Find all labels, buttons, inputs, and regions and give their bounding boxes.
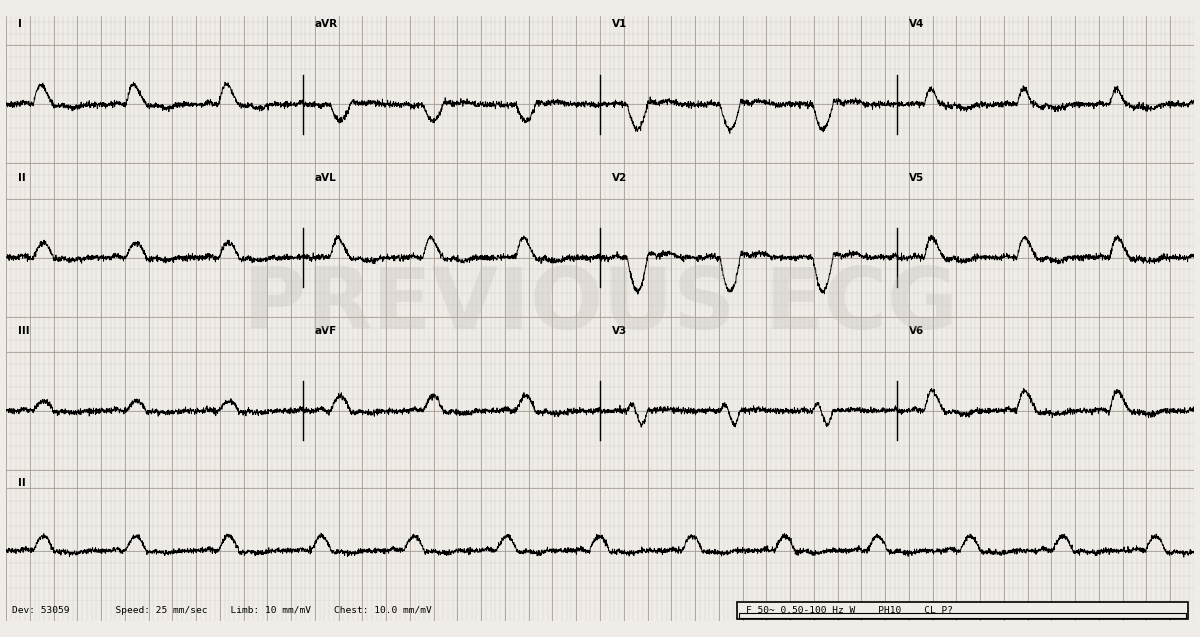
Text: aVR: aVR <box>314 20 338 29</box>
Text: PREVIOUS ECG: PREVIOUS ECG <box>242 264 958 347</box>
Text: I: I <box>18 20 22 29</box>
Text: III: III <box>18 326 30 336</box>
Text: aVL: aVL <box>314 173 337 183</box>
Bar <box>737 602 1188 619</box>
Text: V2: V2 <box>612 173 628 183</box>
Text: V1: V1 <box>612 20 628 29</box>
Bar <box>739 613 1186 619</box>
Text: aVF: aVF <box>314 326 337 336</box>
Text: V4: V4 <box>908 20 924 29</box>
Text: F 50~ 0.50-100 Hz W    PH10    CL P?: F 50~ 0.50-100 Hz W PH10 CL P? <box>746 606 953 615</box>
Text: II: II <box>18 173 25 183</box>
Text: V5: V5 <box>908 173 924 183</box>
Text: V3: V3 <box>612 326 628 336</box>
Text: Dev: 53059        Speed: 25 mm/sec    Limb: 10 mm/mV    Chest: 10.0 mm/mV: Dev: 53059 Speed: 25 mm/sec Limb: 10 mm/… <box>12 606 432 615</box>
Text: V6: V6 <box>908 326 924 336</box>
Text: II: II <box>18 478 25 488</box>
